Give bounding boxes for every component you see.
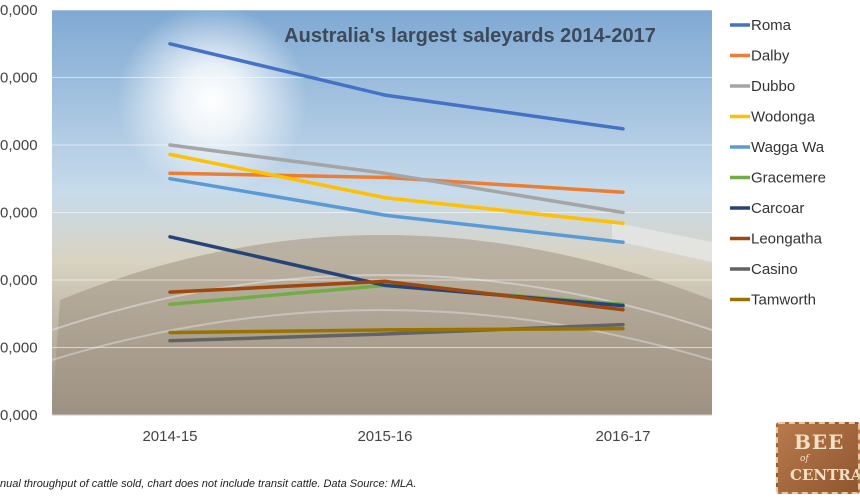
logo-line1: BEE xyxy=(794,430,845,454)
series-line-1 xyxy=(168,42,625,131)
y-tick-label: 0,000 xyxy=(0,407,38,424)
legend-label-1: Roma xyxy=(751,17,792,34)
footnote: nual throughput of cattle sold, chart do… xyxy=(0,478,417,490)
gridlines xyxy=(52,9,712,348)
legend-label-9: Casino xyxy=(751,261,798,278)
legend-label-8: Leongatha xyxy=(751,231,823,248)
series-line-10 xyxy=(168,326,625,335)
series-line-2 xyxy=(168,171,625,194)
y-tick-label: 0,000 xyxy=(0,70,38,87)
y-tick-label: 0,000 xyxy=(0,272,38,289)
legend-label-3: Dubbo xyxy=(751,78,795,95)
legend-label-6: Gracemere xyxy=(751,170,826,187)
y-tick-label: 0,000 xyxy=(0,137,38,154)
legend-label-4: Wodonga xyxy=(751,109,816,126)
logo-line3: CENTRA xyxy=(790,466,860,484)
y-tick-label: 0,000 xyxy=(0,2,38,19)
chart-title: Australia's largest saleyards 2014-2017 xyxy=(284,25,656,47)
x-axis-ticks: 2014-15 2015-16 2016-17 xyxy=(142,428,650,445)
legend-label-5: Wagga Wa xyxy=(751,139,825,156)
legend: Roma Dalby Dubbo Wodonga Wagga Wa Gracemere Ca… xyxy=(730,17,826,309)
y-tick-label: 0,000 xyxy=(0,205,38,222)
legend-label-10: Tamworth xyxy=(751,292,816,309)
series-line-8 xyxy=(168,279,625,312)
logo-line2: of xyxy=(800,454,809,464)
beef-central-logo: BEE of CENTRA xyxy=(776,422,860,494)
x-tick-label: 2016-17 xyxy=(595,428,650,445)
series-line-5 xyxy=(168,176,625,244)
series-lines xyxy=(168,42,625,343)
x-tick-label: 2015-16 xyxy=(357,428,412,445)
y-tick-label: 0,000 xyxy=(0,340,38,357)
series-line-4 xyxy=(168,152,625,226)
legend-label-2: Dalby xyxy=(751,48,790,65)
x-tick-label: 2014-15 xyxy=(142,428,197,445)
y-axis-ticks: 0,000 0,000 0,000 0,000 0,000 0,000 0,000 xyxy=(0,2,38,424)
series-line-3 xyxy=(168,143,625,215)
legend-label-7: Carcoar xyxy=(751,200,804,217)
